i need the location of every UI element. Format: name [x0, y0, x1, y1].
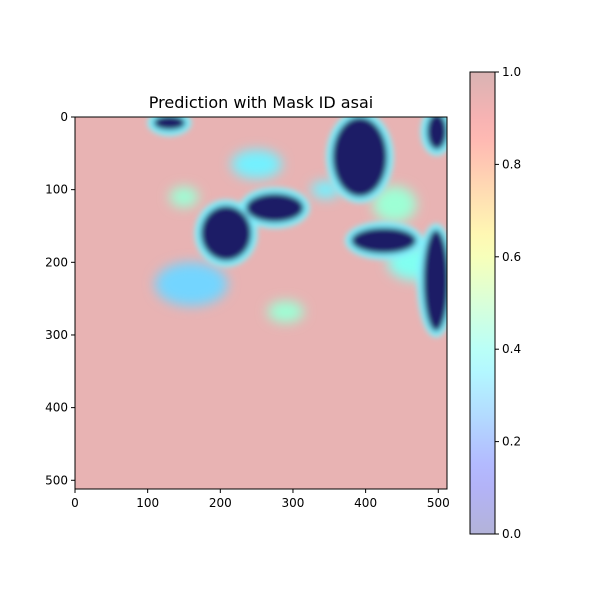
y-tick-label: 0	[60, 110, 68, 124]
colorbar: 0.0 0.2 0.4 0.6 0.8 1.0	[469, 65, 521, 541]
x-tick-label: 500	[427, 496, 450, 510]
heatmap-low-region	[153, 117, 186, 131]
y-tick-label: 300	[45, 328, 68, 342]
x-tick-label: 400	[354, 496, 377, 510]
heatmap-low-region	[423, 229, 447, 332]
colorbar-frame	[469, 71, 496, 535]
heatmap-low-region	[351, 227, 417, 254]
x-tick-label: 300	[282, 496, 305, 510]
y-axis: 0 100 200 300 400 500	[45, 110, 75, 487]
y-tick-label: 200	[45, 255, 68, 269]
colorbar-tick-label: 0.2	[502, 435, 521, 449]
colorbar-tick-label: 0.6	[502, 250, 521, 264]
heatmap-plot-area	[75, 117, 447, 489]
heatmap-mid-region	[231, 149, 283, 179]
heatmap-low-region	[332, 117, 388, 197]
colorbar-tick-label: 0.8	[502, 157, 521, 171]
colorbar-tick-label: 0.4	[502, 342, 521, 356]
colorbar-tick-label: 1.0	[502, 65, 521, 79]
y-tick-label: 500	[45, 473, 68, 487]
heatmap-mid-region	[169, 186, 199, 208]
y-tick-label: 100	[45, 183, 68, 197]
x-tick-label: 0	[71, 496, 79, 510]
heatmap-mid-region	[372, 186, 417, 223]
x-tick-label: 100	[136, 496, 159, 510]
heatmap-mid-region	[311, 180, 341, 199]
chart-title: Prediction with Mask ID asai	[149, 93, 373, 112]
plot-frame	[74, 116, 448, 490]
x-tick-label: 200	[209, 496, 232, 510]
heatmap-mid-region	[154, 262, 228, 306]
heatmap-low-region	[426, 117, 447, 150]
colorbar-ticks: 0.0 0.2 0.4 0.6 0.8 1.0	[495, 65, 521, 541]
heatmap-low-region	[200, 205, 252, 261]
heatmap-low-layer	[147, 117, 447, 338]
colorbar-tick-label: 0.0	[502, 527, 521, 541]
heatmap-low-region	[245, 193, 304, 223]
y-tick-label: 400	[45, 401, 68, 415]
heatmap-mid-region	[267, 300, 304, 323]
colorbar-gradient	[470, 72, 495, 534]
x-axis: 0 100 200 300 400 500	[71, 489, 450, 510]
